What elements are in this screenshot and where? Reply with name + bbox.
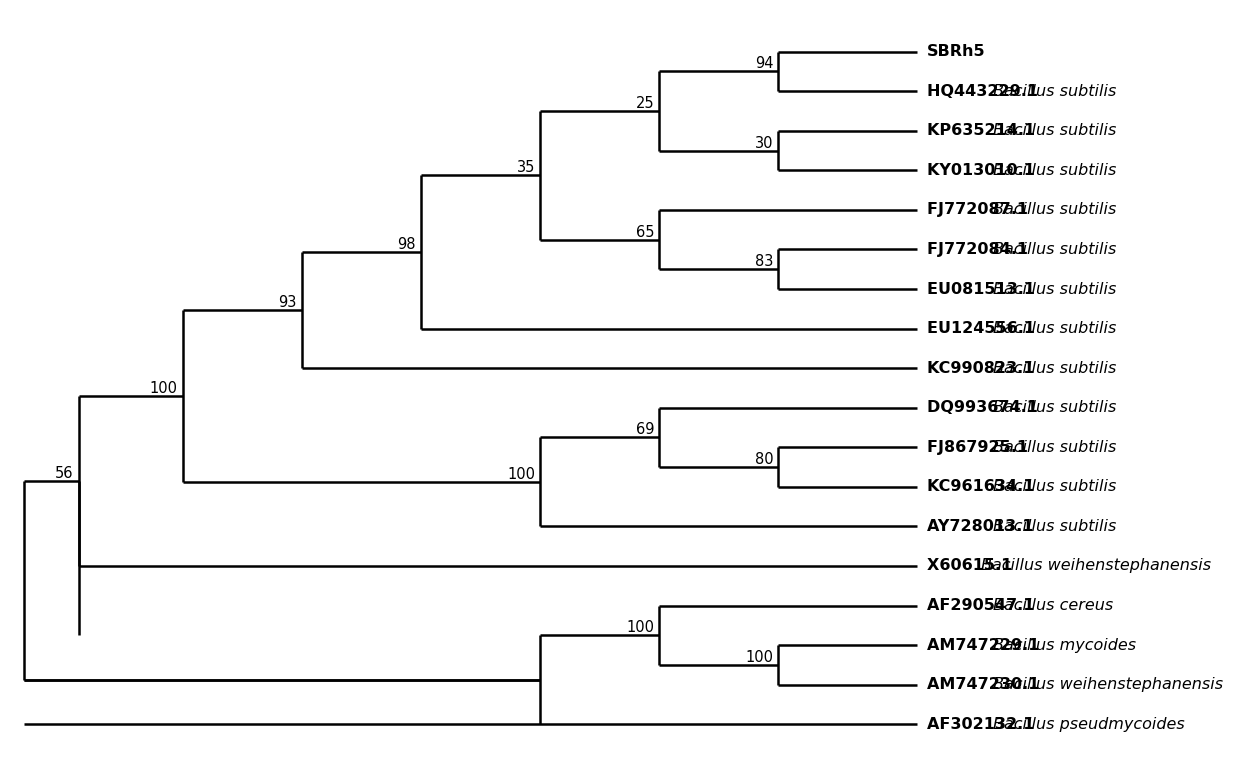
- Text: AM747230.1: AM747230.1: [928, 677, 1045, 692]
- Text: AM747229.1: AM747229.1: [928, 638, 1045, 653]
- Text: Bacillus subtilis: Bacillus subtilis: [993, 321, 1117, 336]
- Text: Bacillus subtilis: Bacillus subtilis: [993, 440, 1117, 454]
- Text: Bacillus subtilis: Bacillus subtilis: [993, 202, 1117, 217]
- Text: DQ993674.1: DQ993674.1: [928, 401, 1044, 415]
- Text: Bacillus subtilis: Bacillus subtilis: [993, 123, 1117, 138]
- Text: Bacillus subtilis: Bacillus subtilis: [993, 163, 1117, 178]
- Text: EU081513.1: EU081513.1: [928, 281, 1040, 296]
- Text: Bacillus weihenstephanensis: Bacillus weihenstephanensis: [993, 677, 1224, 692]
- Text: 65: 65: [636, 224, 655, 239]
- Text: 93: 93: [279, 295, 296, 310]
- Text: Bacillus subtilis: Bacillus subtilis: [993, 242, 1117, 257]
- Text: Bacillus weihenstephanensis: Bacillus weihenstephanensis: [981, 559, 1211, 574]
- Text: AF290547.1: AF290547.1: [928, 598, 1040, 613]
- Text: Bacillus subtilis: Bacillus subtilis: [993, 401, 1117, 415]
- Text: 100: 100: [507, 467, 534, 482]
- Text: Bacillus subtilis: Bacillus subtilis: [993, 519, 1117, 534]
- Text: SBRh5: SBRh5: [928, 44, 986, 59]
- Text: Bacillus mycoides: Bacillus mycoides: [993, 638, 1137, 653]
- Text: HQ443229.1: HQ443229.1: [928, 84, 1044, 99]
- Text: Bacillus subtilis: Bacillus subtilis: [993, 361, 1117, 375]
- Text: 69: 69: [636, 423, 655, 437]
- Text: 94: 94: [755, 56, 774, 71]
- Text: Bacillus subtilis: Bacillus subtilis: [993, 84, 1117, 99]
- Text: 35: 35: [517, 160, 534, 176]
- Text: KC961634.1: KC961634.1: [928, 480, 1040, 494]
- Text: AY728013.1: AY728013.1: [928, 519, 1039, 534]
- Text: KY013010.1: KY013010.1: [928, 163, 1040, 178]
- Text: 100: 100: [745, 650, 774, 665]
- Text: AF302132.1: AF302132.1: [928, 717, 1040, 732]
- Text: FJ867925.1: FJ867925.1: [928, 440, 1034, 454]
- Text: KP635214.1: KP635214.1: [928, 123, 1040, 138]
- Text: FJ772087.1: FJ772087.1: [928, 202, 1034, 217]
- Text: 25: 25: [635, 96, 655, 111]
- Text: 100: 100: [626, 620, 655, 635]
- Text: Bacillus subtilis: Bacillus subtilis: [993, 281, 1117, 296]
- Text: 98: 98: [398, 237, 415, 252]
- Text: X60615.1: X60615.1: [928, 559, 1018, 574]
- Text: 30: 30: [755, 135, 774, 150]
- Text: KC990823.1: KC990823.1: [928, 361, 1040, 375]
- Text: 80: 80: [755, 452, 774, 467]
- Text: EU124556.1: EU124556.1: [928, 321, 1040, 336]
- Text: 100: 100: [150, 381, 177, 396]
- Text: 56: 56: [55, 466, 73, 481]
- Text: Bacillus pseudmycoides: Bacillus pseudmycoides: [993, 717, 1185, 732]
- Text: Bacillus cereus: Bacillus cereus: [993, 598, 1114, 613]
- Text: 83: 83: [755, 255, 774, 269]
- Text: Bacillus subtilis: Bacillus subtilis: [993, 480, 1117, 494]
- Text: FJ772084.1: FJ772084.1: [928, 242, 1034, 257]
